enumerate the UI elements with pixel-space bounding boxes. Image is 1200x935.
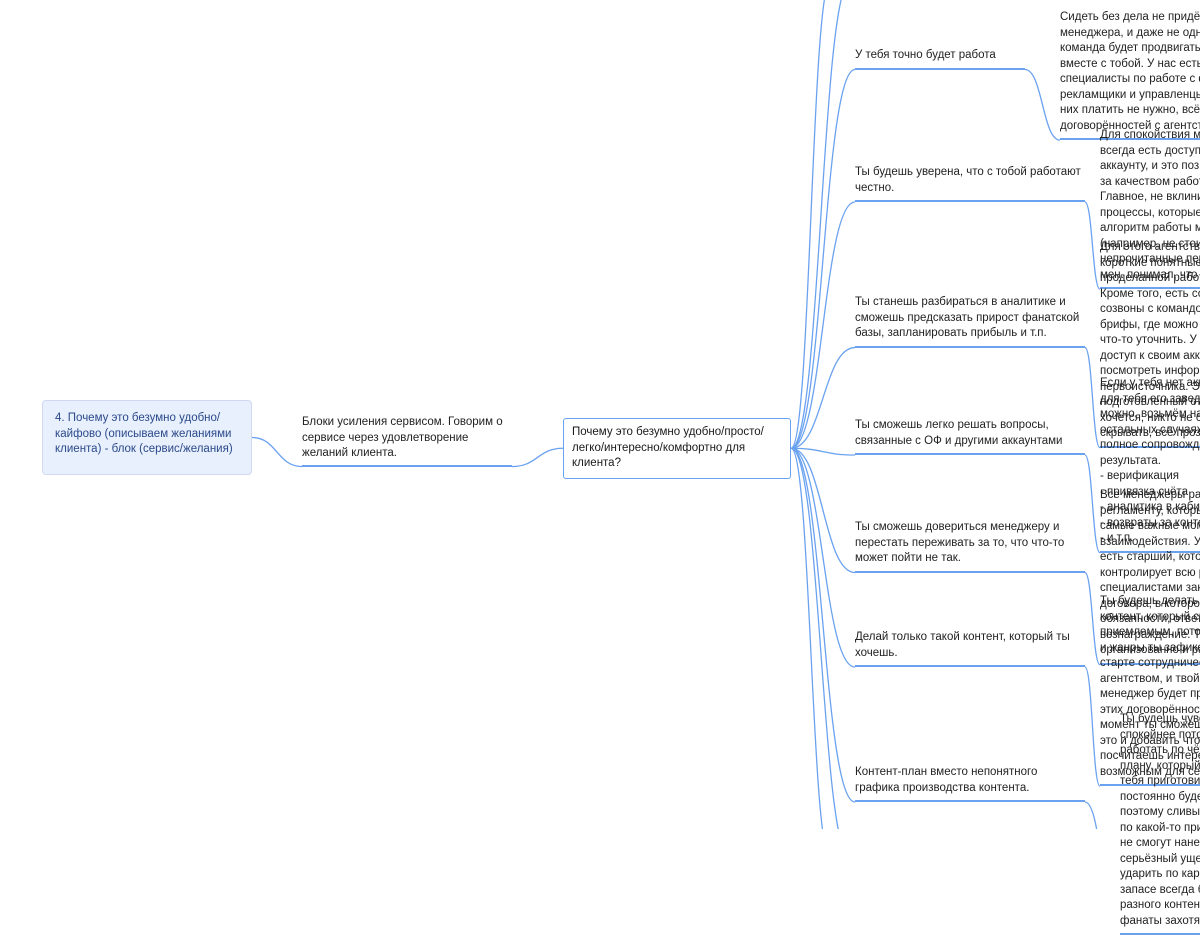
root-node[interactable]: 4. Почему это безумно удобно/кайфово (оп… bbox=[42, 400, 252, 475]
branch-mid-6[interactable]: Контент-план вместо непонятного графика … bbox=[855, 765, 1085, 802]
branch-mid-3[interactable]: Ты сможешь легко решать вопросы, связанн… bbox=[855, 418, 1085, 455]
level2-node[interactable]: Почему это безумно удобно/просто/легко/и… bbox=[563, 418, 791, 479]
branch-mid-0[interactable]: У тебя точно будет работа bbox=[855, 48, 1025, 70]
branch-mid-2[interactable]: Ты станешь разбираться в аналитике и смо… bbox=[855, 295, 1085, 348]
branch-mid-1[interactable]: Ты будешь уверена, что с тобой работают … bbox=[855, 165, 1085, 202]
branch-detail-0: Сидеть без дела не придётся. Мы дадим ме… bbox=[1060, 10, 1200, 140]
branch-mid-5[interactable]: Делай только такой контент, который ты х… bbox=[855, 630, 1085, 667]
branch-detail-6: Ты будешь чувствовать себя спокойнее пот… bbox=[1120, 712, 1200, 935]
level1-node[interactable]: Блоки усиления сервисом. Говорим о серви… bbox=[302, 415, 512, 467]
branch-mid-4[interactable]: Ты сможешь довериться менеджеру и перест… bbox=[855, 520, 1085, 573]
